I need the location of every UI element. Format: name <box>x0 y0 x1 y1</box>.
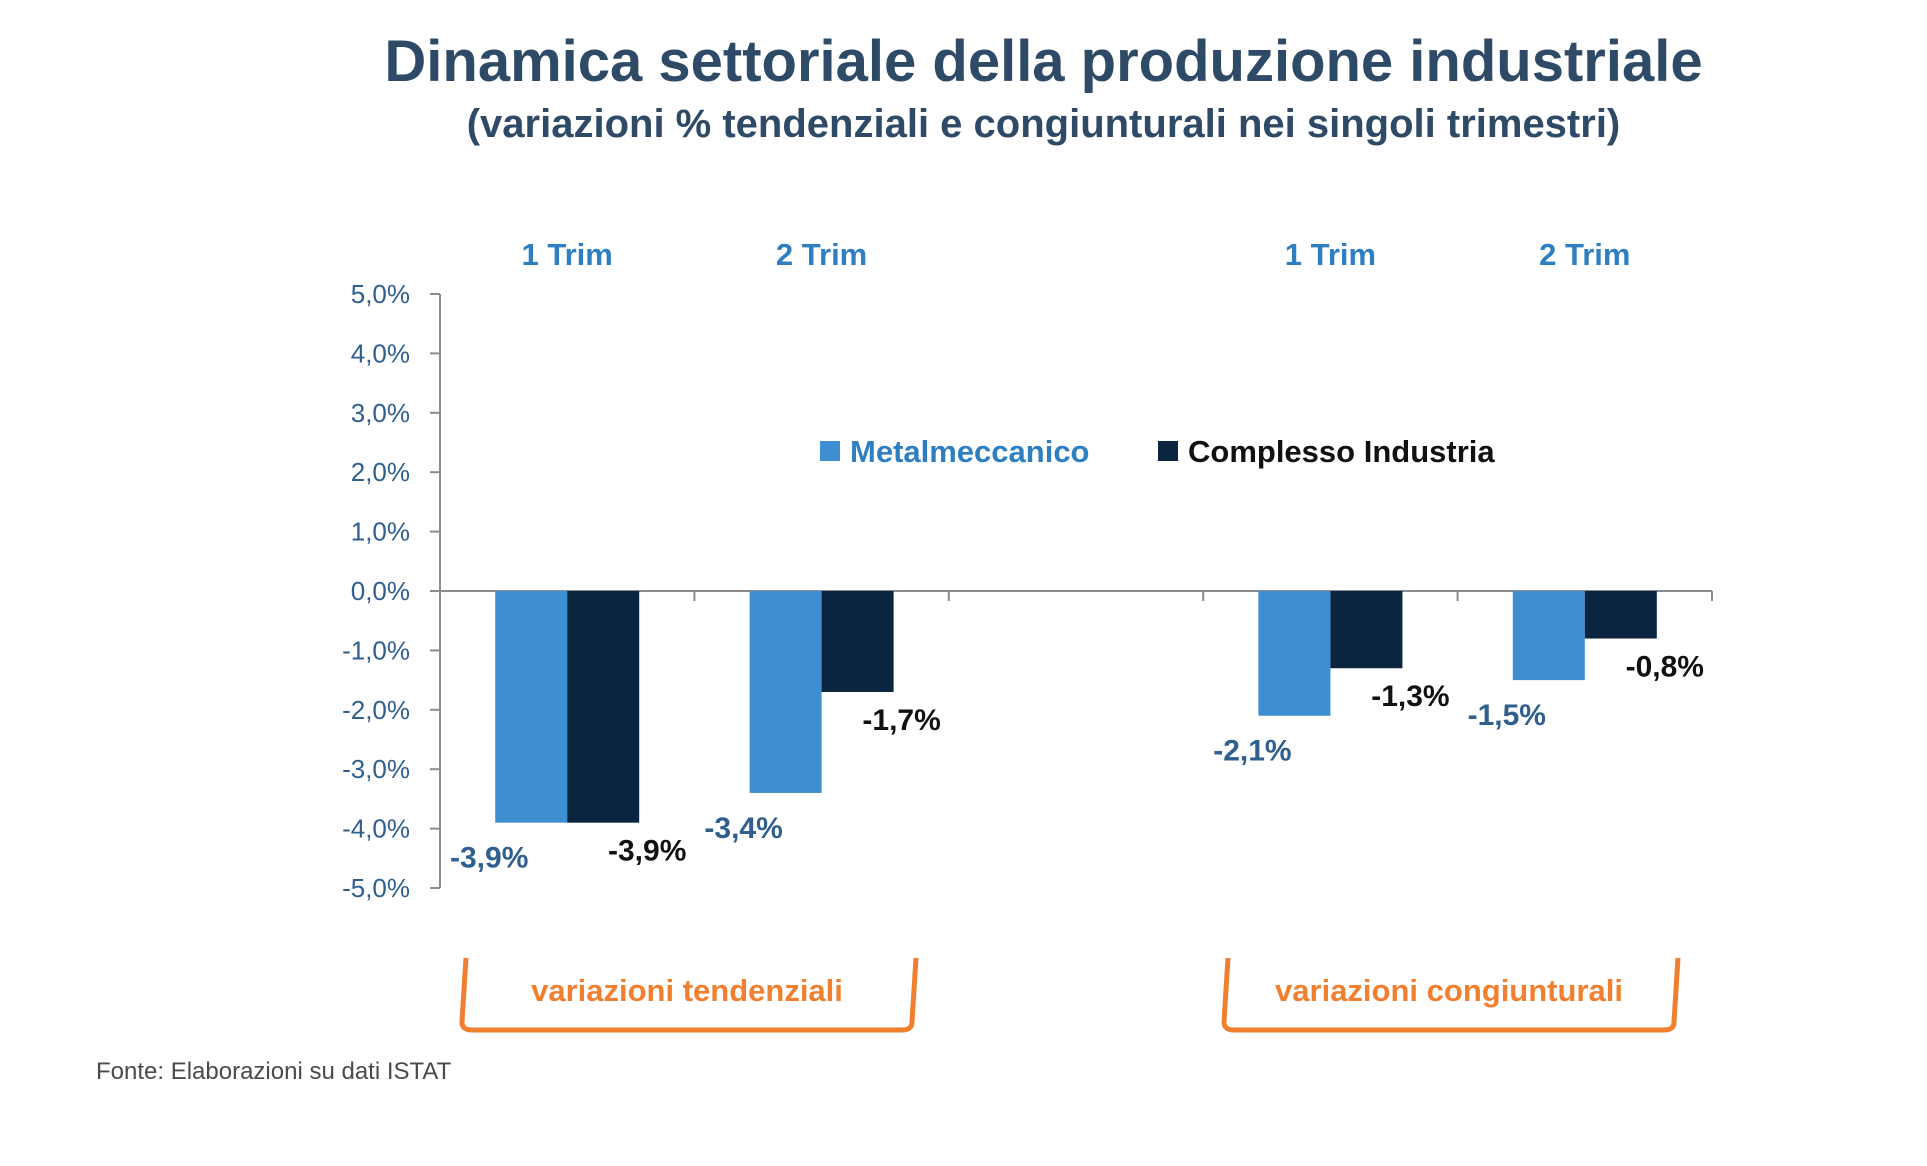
bar-metalmeccanico <box>495 591 568 823</box>
data-label: -3,9% <box>450 842 528 875</box>
data-label: -1,3% <box>1371 680 1449 713</box>
group-label: variazioni congiunturali <box>1275 973 1623 1008</box>
bar-metalmeccanico <box>1258 591 1331 716</box>
legend-swatch-metalmeccanico <box>820 441 840 461</box>
legend-swatch-complesso <box>1158 441 1178 461</box>
group-label: variazioni tendenziali <box>531 973 843 1008</box>
bar-metalmeccanico <box>749 591 822 793</box>
y-tick-label: 3,0% <box>351 398 410 428</box>
bar-complesso <box>1584 591 1657 639</box>
chart-subtitle: (variazioni % tendenziali e congiuntural… <box>466 102 1621 146</box>
quarter-label: 1 Trim <box>1285 237 1376 272</box>
group-bracket <box>459 957 919 1033</box>
y-tick-label: 4,0% <box>351 338 410 368</box>
y-tick-label: 2,0% <box>351 457 410 487</box>
chart-title: Dinamica settoriale della produzione ind… <box>384 29 1703 94</box>
data-label: -3,9% <box>608 835 686 868</box>
quarter-label: 1 Trim <box>522 237 613 272</box>
y-tick-label: -2,0% <box>342 695 410 725</box>
y-tick-label: 5,0% <box>351 279 410 309</box>
legend-label-complesso: Complesso Industria <box>1188 434 1495 469</box>
quarter-label: 2 Trim <box>1539 237 1630 272</box>
y-tick-label: -5,0% <box>342 873 410 903</box>
data-label: -1,5% <box>1468 699 1546 732</box>
data-label: -0,8% <box>1626 651 1704 684</box>
bar-complesso <box>821 591 894 692</box>
data-label: -3,4% <box>704 812 782 845</box>
data-label: -2,1% <box>1213 735 1291 768</box>
quarter-label: 2 Trim <box>776 237 867 272</box>
y-tick-label: -1,0% <box>342 635 410 665</box>
bar-complesso <box>1330 591 1403 669</box>
bar-metalmeccanico <box>1512 591 1585 681</box>
legend-label-metalmeccanico: Metalmeccanico <box>850 434 1090 469</box>
y-tick-label: -4,0% <box>342 814 410 844</box>
y-tick-label: -3,0% <box>342 754 410 784</box>
bar-complesso <box>567 591 640 823</box>
data-label: -1,7% <box>862 704 940 737</box>
source-note: Fonte: Elaborazioni su dati ISTAT <box>96 1058 452 1085</box>
group-bracket <box>1221 957 1681 1033</box>
y-tick-label: 0,0% <box>351 576 410 606</box>
y-tick-label: 1,0% <box>351 517 410 547</box>
